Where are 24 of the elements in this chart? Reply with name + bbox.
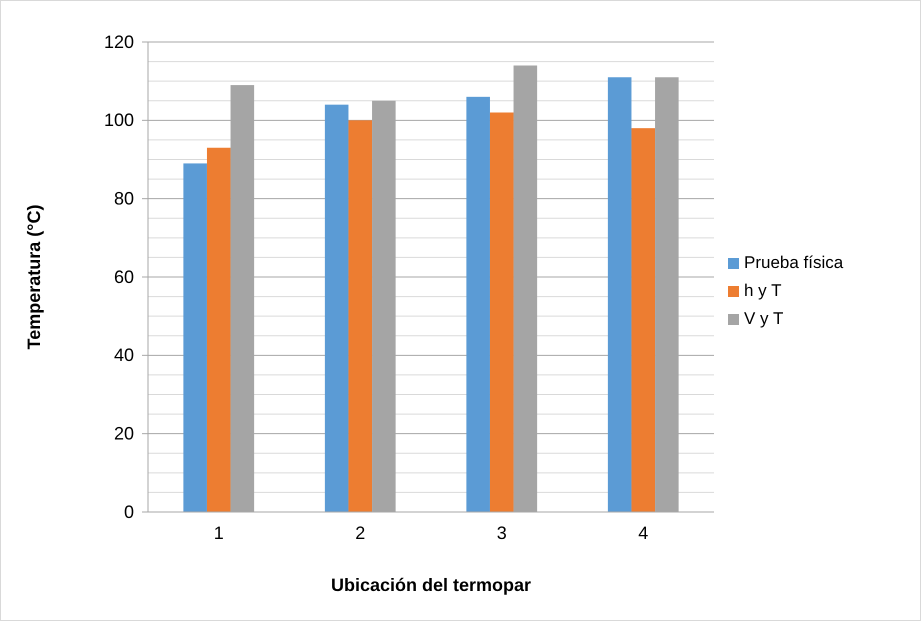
bar (466, 96, 490, 512)
bar (490, 112, 514, 512)
y-tick-label: 20 (114, 423, 134, 444)
bar (631, 128, 656, 512)
x-tick-label: 1 (214, 522, 224, 543)
bar (348, 120, 372, 512)
y-tick-label: 40 (114, 345, 134, 366)
x-tick-label: 4 (638, 522, 648, 543)
bar (183, 163, 207, 512)
legend-label: V y T (744, 309, 784, 328)
bar (206, 148, 231, 512)
legend-label: Prueba física (744, 253, 844, 272)
y-tick-label: 100 (104, 110, 134, 130)
x-tick-label: 2 (355, 522, 366, 543)
y-tick-label: 60 (114, 266, 134, 287)
bar (608, 77, 632, 512)
y-tick-label: 80 (114, 188, 134, 208)
x-axis-title: Ubicación del termopar (330, 575, 532, 595)
y-tick-label: 0 (124, 502, 134, 522)
y-tick-label: 120 (104, 32, 134, 52)
legend-label: h y T (744, 281, 782, 300)
bar (324, 104, 348, 512)
y-axis-title: Temperatura (°C) (24, 204, 44, 350)
x-tick-label: 3 (496, 522, 507, 543)
